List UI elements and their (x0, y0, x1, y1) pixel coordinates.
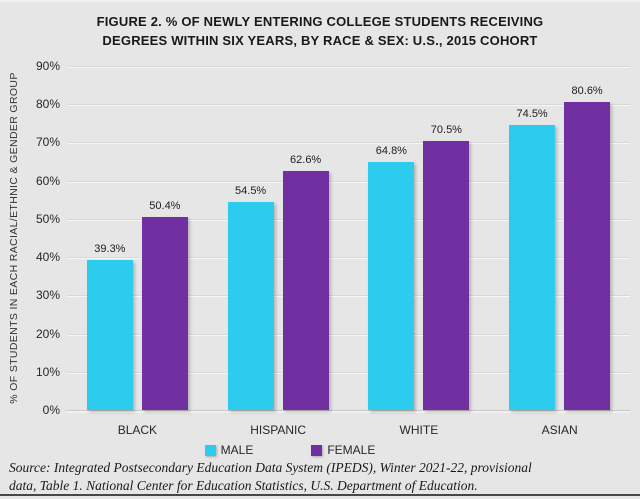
x-axis-line (67, 410, 630, 413)
gridline-80 (67, 104, 630, 106)
bottom-rule (0, 494, 640, 496)
bar-female-black: 50.4% (141, 200, 188, 410)
bar-male-black: 39.3% (86, 243, 133, 410)
bar-value-label: 62.6% (290, 153, 322, 166)
y-tick-50: 50% (35, 211, 60, 226)
bar-value-label: 80.6% (571, 84, 603, 97)
gridline-50 (67, 218, 630, 220)
legend-label-female: FEMALE (327, 443, 376, 457)
y-tick-0: 0% (42, 403, 60, 417)
legend-item-male: MALE (204, 443, 254, 457)
gridline-10 (67, 371, 630, 373)
gridline-20 (67, 333, 630, 335)
legend-label-male: MALE (220, 443, 254, 457)
chart-title-line1: FIGURE 2. % OF NEWLY ENTERING COLLEGE ST… (96, 14, 544, 29)
y-tick-30: 30% (35, 288, 60, 303)
bar-value-label: 74.5% (516, 108, 548, 121)
bar-group-hispanic: 54.5% 62.6% (208, 66, 349, 410)
y-tick-20: 20% (35, 326, 60, 341)
gridline-30 (67, 295, 630, 297)
source-line1: Source: Integrated Postsecondary Educati… (9, 460, 532, 475)
bar-value-label: 50.4% (149, 200, 181, 213)
source-line2: data, Table 1. National Center for Educa… (9, 477, 478, 493)
y-tick-40: 40% (35, 250, 60, 265)
y-tick-60: 60% (35, 173, 60, 188)
chart-title: FIGURE 2. % OF NEWLY ENTERING COLLEGE ST… (0, 12, 640, 50)
bar-group-asian: 74.5% 80.6% (489, 66, 630, 410)
bar-female-white: 70.5% (423, 124, 470, 410)
bar-group-white: 64.8% 70.5% (349, 66, 490, 410)
bar-male-hispanic: 54.5% (227, 185, 274, 410)
top-edge-highlight (0, 0, 640, 2)
bar-groups: 39.3% 50.4% 54.5% 62.6% 64.8% 70.5% 74.5% 80.6% (67, 66, 630, 410)
bar-male-white: 64.8% (368, 145, 415, 410)
x-label-asian: ASIAN (541, 423, 578, 437)
gridline-70 (67, 142, 630, 144)
bar-male-asian: 74.5% (509, 108, 556, 410)
y-tick-10: 10% (35, 364, 60, 379)
x-axis-labels: BLACK HISPANIC WHITE ASIAN (67, 423, 630, 437)
y-tick-70: 70% (35, 135, 60, 150)
x-label-white: WHITE (399, 423, 439, 437)
plot-area: 39.3% 50.4% 54.5% 62.6% 64.8% 70.5% 74.5% 80.6% (67, 66, 630, 413)
bar-value-label: 64.8% (375, 145, 407, 158)
source-note: Source: Integrated Postsecondary Educati… (9, 459, 636, 494)
chart-title-line2: DEGREES WITHIN SIX YEARS, BY RACE & SEX:… (102, 33, 538, 48)
legend-item-female: FEMALE (311, 443, 375, 457)
legend-swatch-male (204, 444, 216, 456)
legend: MALE FEMALE (0, 443, 610, 457)
bar-group-black: 39.3% 50.4% (67, 66, 208, 410)
x-label-black: BLACK (117, 423, 158, 437)
gridline-90 (67, 66, 630, 67)
y-axis-ticks: 90% 80% 70% 60% 50% 40% 30% 20% 10% 0% (0, 59, 60, 417)
bar-value-label: 54.5% (235, 184, 267, 197)
y-tick-80: 80% (35, 97, 60, 112)
x-label-hispanic: HISPANIC (250, 423, 307, 437)
bar-value-label: 70.5% (430, 123, 462, 136)
gridline-60 (67, 180, 630, 182)
y-tick-90: 90% (35, 59, 60, 73)
bar-female-asian: 80.6% (564, 85, 611, 410)
legend-swatch-female (311, 444, 323, 456)
bar-female-hispanic: 62.6% (282, 154, 329, 410)
gridline-40 (67, 257, 630, 259)
bar-value-label: 39.3% (94, 242, 126, 255)
